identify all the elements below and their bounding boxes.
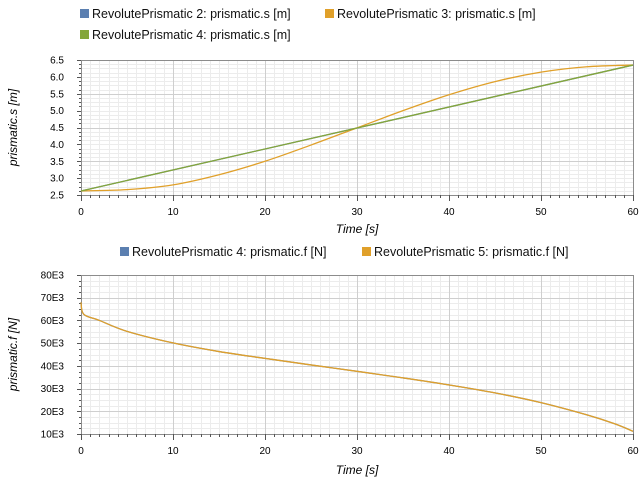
y-tick-label: 50E3 [41, 339, 65, 350]
legend-swatch [325, 9, 334, 18]
y-tick-label: 5.5 [50, 89, 64, 100]
series-line-2 [80, 302, 634, 432]
y-tick-label: 6.0 [50, 72, 64, 83]
y-tick-label: 20E3 [41, 407, 65, 418]
y-tick-label: 3.0 [50, 174, 64, 185]
series-line-3 [80, 64, 634, 192]
legend-label: RevolutePrismatic 4: prismatic.s [m] [92, 28, 291, 42]
legend-swatch [80, 9, 89, 18]
y-tick-label: 5.0 [50, 106, 64, 117]
x-tick-label: 0 [78, 207, 84, 218]
y-tick-label: 6.5 [50, 56, 64, 67]
x-axis-title: Time [s] [336, 463, 379, 477]
x-axis-title: Time [s] [336, 222, 379, 236]
x-tick-label: 40 [443, 446, 455, 457]
y-tick-label: 10E3 [41, 430, 65, 441]
legend-label: RevolutePrismatic 2: prismatic.s [m] [92, 7, 291, 21]
x-tick-label: 10 [167, 446, 179, 457]
legend-label: RevolutePrismatic 4: prismatic.f [N] [132, 245, 327, 259]
x-tick-label: 20 [259, 207, 271, 218]
legend-label: RevolutePrismatic 5: prismatic.f [N] [374, 245, 569, 259]
x-tick-label: 10 [167, 207, 179, 218]
x-tick-label: 60 [627, 207, 639, 218]
legend-swatch [80, 30, 89, 39]
legend-label: RevolutePrismatic 3: prismatic.s [m] [337, 7, 536, 21]
x-tick-label: 50 [535, 207, 547, 218]
y-tick-label: 60E3 [41, 316, 65, 327]
y-tick-label: 3.5 [50, 157, 64, 168]
y-tick-label: 80E3 [41, 271, 65, 282]
x-tick-label: 30 [351, 446, 363, 457]
legend-swatch [120, 247, 129, 256]
y-tick-label: 40E3 [41, 361, 65, 372]
x-tick-label: 30 [351, 207, 363, 218]
legend-swatch [362, 247, 371, 256]
x-tick-label: 60 [627, 446, 639, 457]
x-tick-label: 50 [535, 446, 547, 457]
y-axis-title: prismatic.f [N] [6, 317, 20, 392]
y-tick-label: 4.5 [50, 123, 64, 134]
y-tick-label: 2.5 [50, 191, 64, 202]
y-tick-label: 4.0 [50, 140, 64, 151]
y-tick-label: 70E3 [41, 293, 65, 304]
y-axis-title: prismatic.s [m] [6, 88, 20, 167]
x-tick-label: 20 [259, 446, 271, 457]
y-tick-label: 30E3 [41, 384, 65, 395]
x-tick-label: 0 [78, 446, 84, 457]
x-tick-label: 40 [443, 207, 455, 218]
